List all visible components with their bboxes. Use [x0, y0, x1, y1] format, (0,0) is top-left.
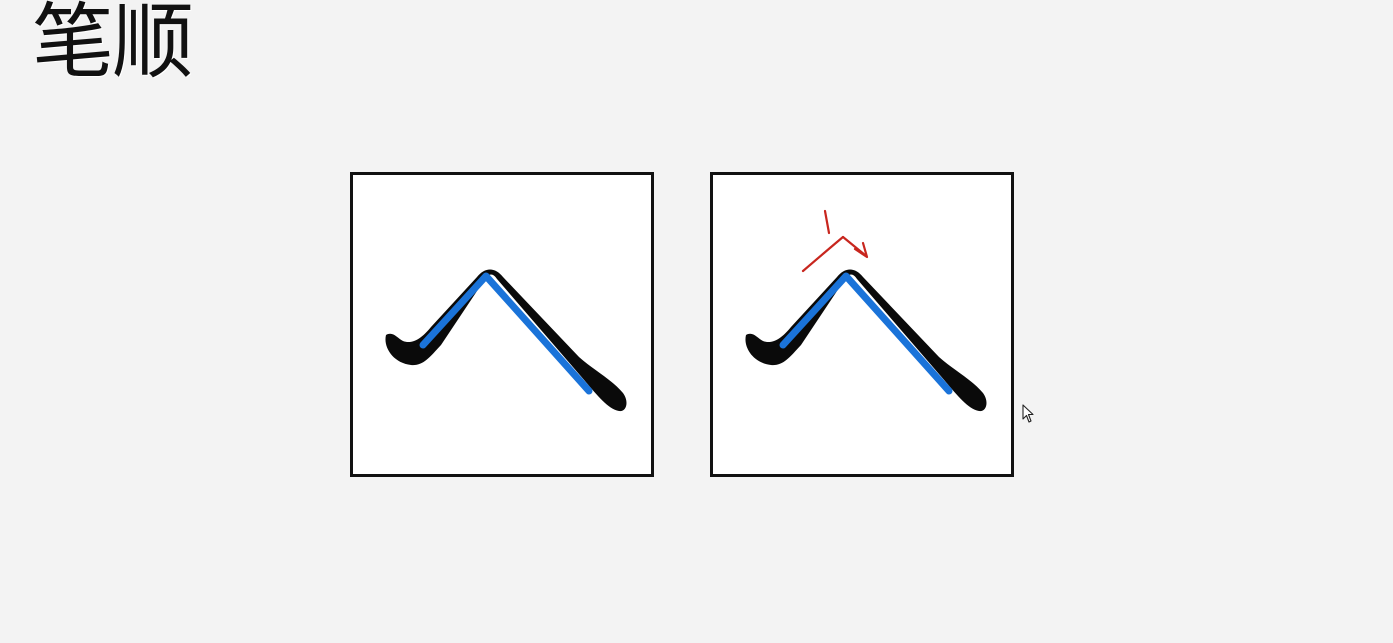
blue-trace-icon — [419, 272, 593, 395]
mouse-cursor-icon — [1022, 404, 1034, 423]
character-svg — [745, 209, 987, 412]
stroke-reference-panel — [350, 172, 654, 477]
stroke-order-annotated-panel — [710, 172, 1014, 477]
red-stroke-order-arrow-icon — [801, 209, 869, 273]
page-title: 笔顺 — [32, 0, 194, 90]
brush-stroke-icon — [385, 269, 627, 412]
blue-trace-icon — [779, 272, 953, 395]
character-svg — [385, 269, 627, 412]
brush-stroke-icon — [745, 269, 987, 412]
